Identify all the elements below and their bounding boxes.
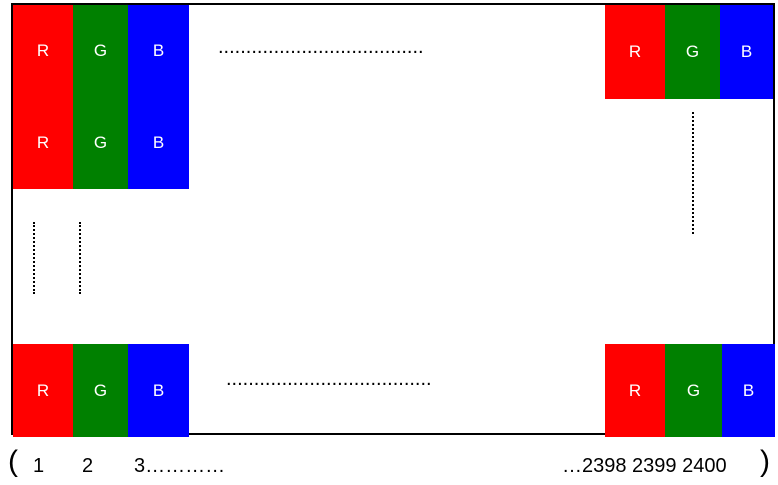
axis-label-1: 1 — [33, 455, 45, 477]
panel-frame — [11, 3, 775, 435]
subpixel-green: G — [73, 97, 128, 189]
subpixel-red: R — [13, 5, 73, 97]
left-vertical-ellipsis-1 — [33, 222, 35, 294]
subpixel-green: G — [665, 344, 722, 437]
subpixel-blue: B — [722, 344, 775, 437]
subpixel-green: G — [73, 344, 128, 437]
axis-open-paren: ( — [8, 445, 18, 478]
subpixel-blue: B — [128, 344, 189, 437]
subpixel-blue: B — [128, 5, 189, 97]
right-vertical-ellipsis — [692, 112, 694, 234]
bottom-horizontal-ellipsis: ..................................... — [226, 368, 432, 390]
subpixel-blue: B — [128, 97, 189, 189]
subpixel-red: R — [605, 344, 665, 437]
axis-close-paren: ) — [760, 445, 770, 478]
subpixel-red: R — [605, 5, 665, 99]
subpixel-red: R — [13, 344, 73, 437]
axis-label-3: 3………… — [134, 455, 226, 477]
subpixel-green: G — [665, 5, 720, 99]
axis-label-2: 2 — [82, 455, 94, 477]
subpixel-green: G — [73, 5, 128, 97]
subpixel-blue: B — [720, 5, 773, 99]
left-vertical-ellipsis-2 — [79, 222, 81, 294]
top-horizontal-ellipsis: ..................................... — [218, 36, 424, 58]
subpixel-red: R — [13, 97, 73, 189]
axis-label-end: …2398 2399 2400 — [562, 455, 727, 477]
